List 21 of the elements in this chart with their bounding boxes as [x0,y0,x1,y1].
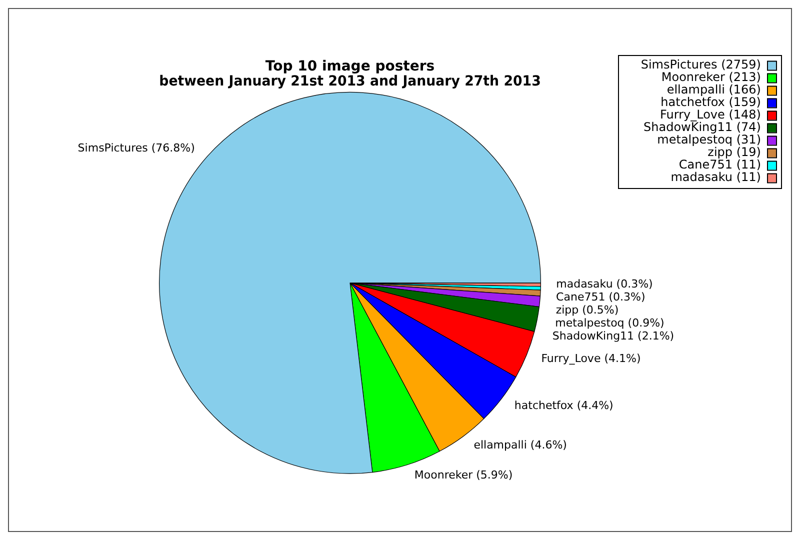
data-label: zipp (0.5%) [556,304,619,317]
legend-label: ellampalli (166) [666,82,761,96]
data-label: metalpestoq (0.9%) [555,316,664,330]
legend-label: metalpestoq (31) [657,132,761,146]
data-label: Moonreker (5.9%) [414,468,513,482]
legend-label: zipp (19) [708,144,761,159]
legend-label: SimsPictures (2759) [640,57,761,72]
chart-title: Top 10 image posters [265,58,435,74]
data-label: Cane751 (0.3%) [556,290,646,304]
legend-label: Moonreker (213) [661,70,761,84]
data-label: ShadowKing11 (2.1%) [552,330,674,343]
legend-label: hatchetfox (159) [660,94,761,109]
legend-label: Furry_Love (148) [660,107,761,122]
data-label: Furry_Love (4.1%) [541,352,641,366]
legend-label: madasaku (11) [670,170,761,184]
data-label: ellampalli (4.6%) [474,438,567,452]
data-label: hatchetfox (4.4%) [514,398,614,412]
text: between January 21st 2013 and January 27th 2013 [159,73,541,90]
legend-label: Cane751 (11) [678,157,761,172]
data-label: madasaku (0.3%) [556,278,653,291]
data-label: SimsPictures (76.8%) [78,141,195,154]
